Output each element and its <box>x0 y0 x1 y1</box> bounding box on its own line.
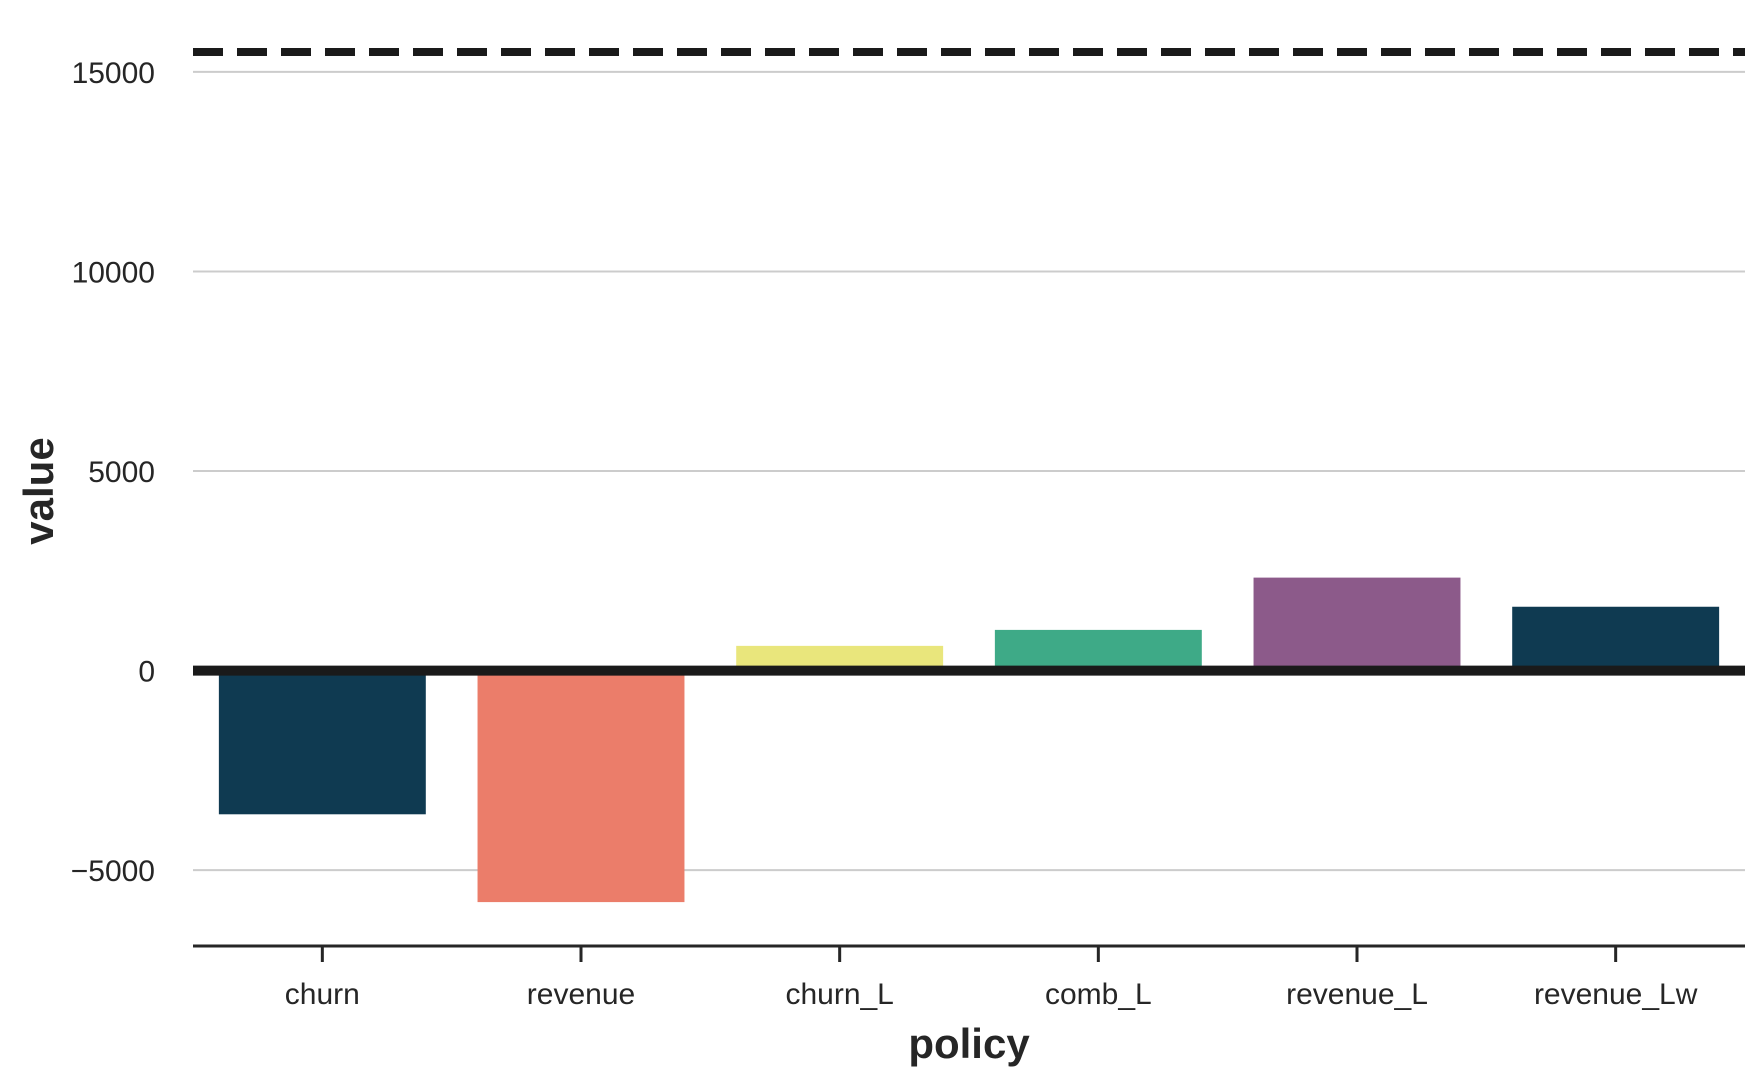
y-tick-label: 10000 <box>72 256 155 289</box>
bar-churn <box>218 670 426 815</box>
bars <box>218 577 1720 903</box>
bar-revenue_Lw <box>1512 606 1720 671</box>
x-tick-label: revenue_L <box>1286 978 1428 1011</box>
y-tick-label: 0 <box>138 656 155 689</box>
y-axis-label: value <box>15 437 62 544</box>
x-tick-label: revenue <box>527 978 635 1011</box>
y-tick-label: −5000 <box>71 855 155 888</box>
x-tick-label: churn_L <box>785 978 893 1011</box>
bar-revenue <box>477 670 685 903</box>
reference-lines <box>193 47 1745 676</box>
bar-comb_L <box>994 629 1202 671</box>
axes: −5000 0 5000 10000 15000 churn revenue churn_L c… <box>71 57 1745 1011</box>
bar-revenue_L <box>1253 577 1461 671</box>
x-tick-label: comb_L <box>1045 978 1152 1011</box>
x-tick-label: churn <box>285 978 360 1011</box>
x-tick-label: revenue_Lw <box>1534 978 1698 1011</box>
y-tick-label: 15000 <box>72 57 155 90</box>
x-axis-label: policy <box>908 1020 1030 1067</box>
y-tick-label: 5000 <box>88 456 155 489</box>
